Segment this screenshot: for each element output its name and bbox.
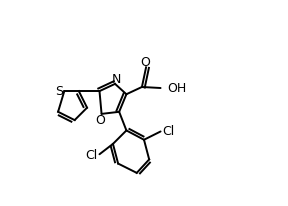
Text: O: O — [140, 56, 150, 69]
Text: N: N — [111, 72, 121, 85]
Text: O: O — [96, 114, 105, 126]
Text: S: S — [55, 84, 63, 97]
Text: OH: OH — [167, 82, 186, 94]
Text: Cl: Cl — [163, 124, 175, 137]
Text: Cl: Cl — [85, 149, 97, 162]
